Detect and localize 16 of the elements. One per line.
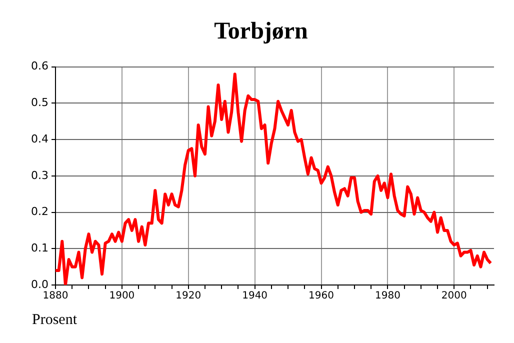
y-tick-label: 0.6 (30, 60, 48, 73)
y-tick-label: 0.1 (30, 241, 48, 254)
y-tick-label: 0.2 (30, 205, 48, 218)
x-tick-label: 2000 (441, 290, 467, 302)
x-tick-label: 1920 (176, 290, 202, 302)
x-tick-label: 1940 (242, 290, 268, 302)
chart-title: Torbjørn (214, 18, 308, 45)
x-tick-label: 1880 (42, 290, 68, 302)
x-tick-label: 1900 (109, 290, 135, 302)
y-tick-label: 0.3 (30, 168, 48, 182)
x-tick-label: 1980 (374, 290, 400, 302)
y-tick-label: 0.4 (30, 132, 48, 146)
x-tick-label: 1960 (308, 290, 334, 302)
y-tick-label: 0.5 (30, 96, 48, 110)
y-tick-label: 0.0 (30, 278, 48, 291)
y-axis-title: Prosent (32, 312, 78, 328)
